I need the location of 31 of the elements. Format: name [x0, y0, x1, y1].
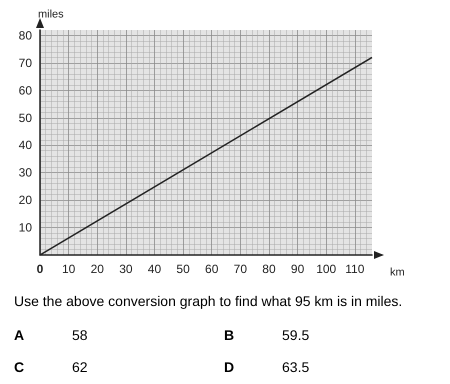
x-tick-label: 60 [205, 262, 219, 276]
x-tick-label: 50 [176, 262, 190, 276]
text: 59.5 [282, 327, 310, 343]
text: 62 [72, 359, 88, 375]
x-tick-label: 10 [62, 262, 76, 276]
text: C [14, 359, 24, 375]
y-tick-label: 20 [18, 193, 32, 208]
x-tick-label: 110 [345, 262, 365, 276]
x-tick-label: 20 [90, 262, 104, 276]
x-tick-label: 90 [290, 262, 305, 276]
y-tick-label: 80 [18, 28, 32, 42]
y-tick-label: 70 [18, 56, 32, 70]
y-tick-label: 10 [18, 220, 32, 235]
text: A [14, 327, 24, 343]
x-tick-label: 30 [119, 262, 133, 276]
y-axis-title: miles [38, 8, 64, 20]
x-tick-label: 0 [36, 262, 44, 276]
text: Use the above conversion graph to find what 95 km is in miles. [14, 293, 402, 309]
x-tick-label: 40 [148, 262, 162, 276]
x-axis-title: km [390, 266, 405, 278]
x-tick-label: 70 [234, 262, 248, 276]
y-tick-label: 50 [18, 110, 32, 125]
y-tick-label: 60 [18, 83, 32, 98]
text: 58 [72, 327, 88, 343]
x-tick-label: 100 [316, 262, 337, 276]
text: B [224, 327, 234, 343]
y-tick-label: 40 [18, 138, 32, 152]
text: 63.5 [282, 359, 310, 375]
x-tick-label: 80 [262, 262, 276, 276]
y-tick-label: 30 [18, 166, 32, 180]
text: D [224, 359, 234, 375]
